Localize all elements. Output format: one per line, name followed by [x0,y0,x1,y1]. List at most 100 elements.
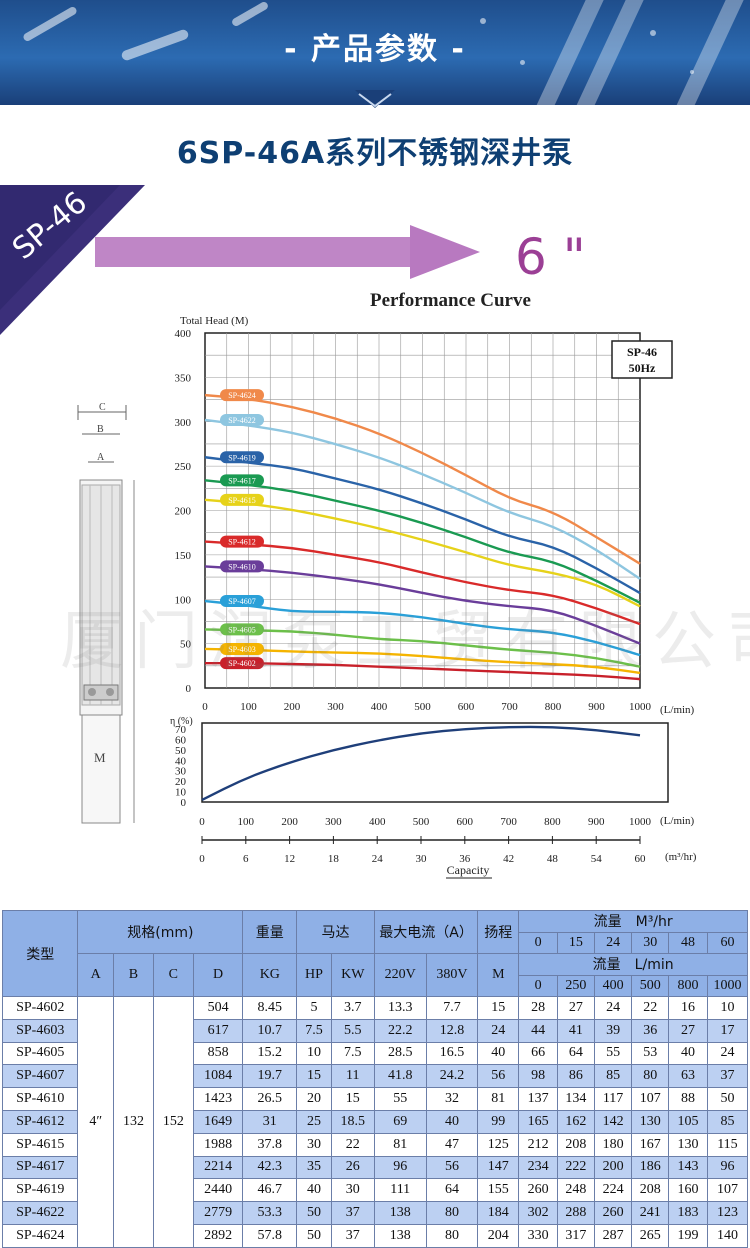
legend-box-model: SP-46 [627,345,657,359]
eff-y-tick-label: 60 [175,734,187,746]
eff-x-tick-label: 600 [457,816,474,828]
series-label: SP-4603 [228,645,256,654]
m3-tick-label: 30 [416,853,428,865]
x-tick-label: 700 [501,701,518,713]
y-tick-label: 100 [175,594,192,606]
cell-flow: 224 [593,1178,633,1203]
cell-flow: 142 [593,1109,633,1134]
cell-flow: 88 [668,1087,708,1111]
cell-m: 15 [477,996,520,1020]
series-tag-sp-4602 [220,657,264,670]
col-type: 类型 [1,910,79,997]
cell-flow: 248 [557,1178,595,1203]
table-row: SP-4612 1649 31 25 18.5 69 40 99 165 162 142 130 105… [1,1109,749,1134]
col-hp: HP [296,953,332,997]
cell-flow: 105 [668,1109,708,1134]
eff-x-tick-label: 500 [413,816,430,828]
col-d: D [192,953,244,997]
flow-l-col: 0 [518,974,559,997]
cell-kg: 8.45 [242,996,298,1020]
cell-model: SP-4610 [1,1087,79,1111]
cell-380v: 64 [425,1178,479,1203]
cell-m: 99 [477,1109,520,1134]
cell-kw: 30 [330,1178,375,1203]
cell-flow: 63 [668,1064,708,1089]
table-row: SP-4624 2892 57.8 50 37 138 80 204 330 317 287 265 1… [1,1223,749,1248]
eff-y-tick-label: 50 [175,745,187,757]
cell-flow: 317 [557,1223,595,1248]
y-tick-label: 200 [175,506,192,518]
cell-380v: 80 [425,1223,479,1248]
m3-tick-label: 42 [503,853,514,865]
cell-380v: 24.2 [425,1064,479,1089]
cell-flow: 85 [593,1064,633,1089]
cell-flow: 27 [557,996,595,1020]
col-kw: KW [330,953,375,997]
cell-kg: 31 [242,1109,298,1134]
capacity-label: Capacity [447,863,490,877]
col-m: M [477,953,520,997]
eff-y-tick-label: 0 [181,797,187,809]
series-tag-sp-4612 [220,535,264,548]
flow-l-col: 1000 [706,974,749,997]
y-axis-label: Total Head (M) [180,315,249,327]
cell-flow: 80 [631,1064,670,1089]
eff-x-tick-label: 0 [199,816,205,828]
y-tick-label: 150 [175,550,192,562]
cell-flow: 160 [668,1178,708,1203]
x-tick-label: 400 [371,701,388,713]
cell-flow: 36 [631,1018,670,1043]
series-tag-sp-4605 [220,623,264,636]
col-a: A [77,953,115,997]
cell-d: 504 [192,996,244,1020]
cell-kg: 37.8 [242,1132,298,1157]
cell-flow: 208 [631,1178,670,1203]
flow-m3-col: 30 [631,931,670,954]
cell-hp: 20 [296,1087,332,1111]
x-tick-label: 300 [327,701,344,713]
dim-a-label: A [97,452,105,463]
cell-380v: 16.5 [425,1041,479,1066]
cell-hp: 35 [296,1155,332,1180]
cell-kw: 5.5 [330,1018,375,1043]
cell-flow: 140 [706,1223,749,1248]
cell-flow: 212 [518,1132,559,1157]
cell-flow: 66 [518,1041,559,1066]
cell-hp: 10 [296,1041,332,1066]
cell-flow: 302 [518,1201,559,1225]
cell-flow: 143 [668,1155,708,1180]
series-line-sp-4619 [204,456,641,595]
eff-x-tick-label: 300 [325,816,342,828]
series-label: SP-4624 [228,391,256,400]
cell-kw: 7.5 [330,1041,375,1066]
flow-m3-col: 0 [518,931,559,954]
col-380v: 380V [425,953,479,997]
x-tick-label: 200 [284,701,301,713]
watermark: 厦门润泵工贸有限公司 [60,605,750,679]
cell-flow: 123 [706,1201,749,1225]
head-chart-axes: 0 50 100 150 200 250 300 350 400 0 100 200 300 400 500… [175,315,695,716]
flow-l-col: 250 [557,974,595,997]
cell-m: 56 [477,1064,520,1089]
flow-m3-col: 15 [557,931,595,954]
m3-axis-unit: (m³/hr) [665,851,697,863]
series-line-sp-4622 [204,418,641,580]
col-weight: 重量 [242,910,298,954]
table-row: SP-4607 1084 19.7 15 11 41.8 24.2 56 98 86 85 80 63 3… [1,1064,749,1089]
cell-flow: 16 [668,996,708,1020]
head-chart-series: SP-4624 SP-4622 SP-4619 SP-4617 SP-4615 SP-46… [204,389,641,681]
series-tag-sp-4619 [220,451,264,464]
table-row: SP-4615 1988 37.8 30 22 81 47 125 212 208 180 167 13… [1,1132,749,1157]
table-row: SP-4610 1423 26.5 20 15 55 32 81 137 134 117 107 88 5… [1,1087,749,1111]
cell-flow: 137 [518,1087,559,1111]
eff-x-tick-label: 400 [369,816,386,828]
flow-m3-col: 60 [706,931,749,954]
series-tag-sp-4607 [220,595,264,608]
cell-flow: 265 [631,1223,670,1248]
flow-l-col: 500 [631,974,670,997]
y-tick-label: 400 [175,328,192,340]
cell-kw: 22 [330,1132,375,1157]
cell-flow: 17 [706,1018,749,1043]
x-tick-label: 100 [240,701,257,713]
series-label: SP-4622 [228,416,256,425]
